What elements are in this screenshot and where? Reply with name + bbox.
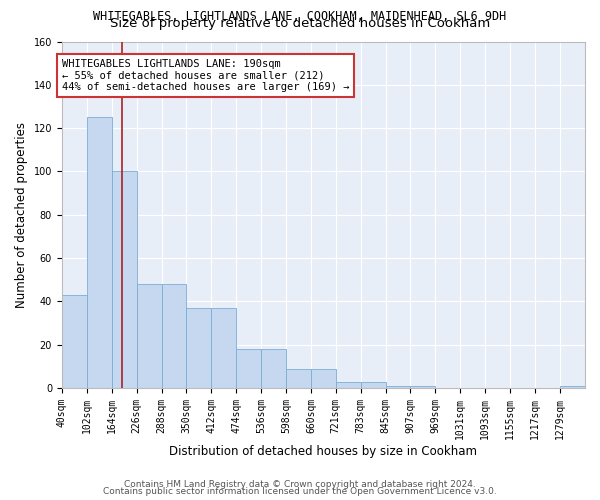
Text: WHITEGABLES, LIGHTLANDS LANE, COOKHAM, MAIDENHEAD, SL6 9DH: WHITEGABLES, LIGHTLANDS LANE, COOKHAM, M…: [94, 10, 506, 23]
Bar: [211, 308, 236, 388]
Bar: [112, 172, 137, 388]
Text: Size of property relative to detached houses in Cookham: Size of property relative to detached ho…: [110, 18, 490, 30]
X-axis label: Distribution of detached houses by size in Cookham: Distribution of detached houses by size …: [169, 444, 478, 458]
Bar: [137, 284, 161, 388]
Text: Contains HM Land Registry data © Crown copyright and database right 2024.: Contains HM Land Registry data © Crown c…: [124, 480, 476, 489]
Bar: [62, 295, 87, 388]
Y-axis label: Number of detached properties: Number of detached properties: [15, 122, 28, 308]
Bar: [87, 118, 112, 388]
Bar: [386, 386, 410, 388]
Bar: [335, 382, 361, 388]
Bar: [286, 368, 311, 388]
Bar: [236, 349, 261, 388]
Bar: [560, 386, 585, 388]
Text: WHITEGABLES LIGHTLANDS LANE: 190sqm
← 55% of detached houses are smaller (212)
4: WHITEGABLES LIGHTLANDS LANE: 190sqm ← 55…: [62, 59, 349, 92]
Bar: [187, 308, 211, 388]
Bar: [361, 382, 386, 388]
Bar: [161, 284, 187, 388]
Bar: [410, 386, 436, 388]
Bar: [311, 368, 335, 388]
Bar: [261, 349, 286, 388]
Text: Contains public sector information licensed under the Open Government Licence v3: Contains public sector information licen…: [103, 487, 497, 496]
